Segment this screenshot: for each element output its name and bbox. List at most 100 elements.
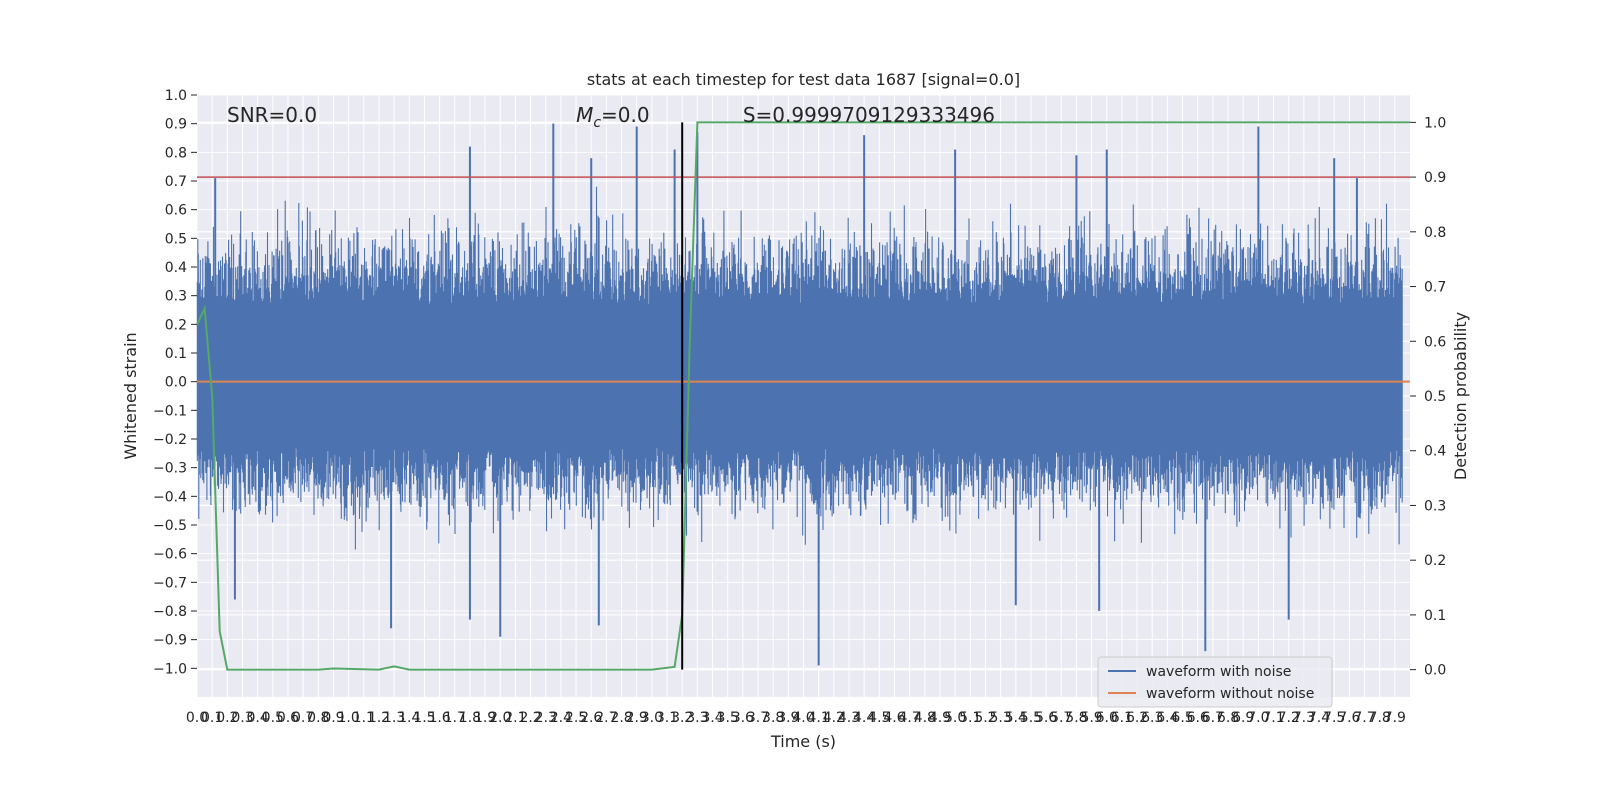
- mc-symbol: M: [576, 103, 593, 127]
- x-tick-label: 3.6: [732, 710, 754, 726]
- x-tick-label: 3.9: [777, 710, 799, 726]
- x-tick-label: 2.0: [489, 710, 511, 726]
- y2-tick-label: 0.8: [1424, 225, 1446, 241]
- x-tick-label: 0.0: [186, 710, 208, 726]
- x-tick-label: 5.5: [1020, 710, 1042, 726]
- y-tick-label: −1.0: [153, 661, 187, 677]
- x-tick-label: 6.6: [1187, 710, 1209, 726]
- y-axis-ticks: −1.0 −0.9 −0.8 −0.7 −0.6 −0.5 −0.4 −0.3 −0.2 −0.1…: [153, 88, 197, 677]
- x-tick-label: 3.3: [686, 710, 708, 726]
- detection-probability-line: [196, 121, 1410, 671]
- x-tick-label: 6.3: [1141, 710, 1163, 726]
- y-tick-label: 0.3: [165, 289, 187, 305]
- y-tick-label: 0.6: [165, 203, 187, 219]
- x-tick-label: 7.5: [1323, 710, 1345, 726]
- y2-tick-label: 1.0: [1424, 115, 1446, 131]
- x-tick-label: 0.2: [216, 710, 238, 726]
- x-tick-label: 0.3: [231, 710, 253, 726]
- x-tick-label: 0.9: [322, 710, 344, 726]
- x-tick-label: 3.5: [717, 710, 739, 726]
- x-tick-label: 1.7: [444, 710, 466, 726]
- y2-tick-label: 0.5: [1424, 389, 1446, 405]
- x-tick-label: 1.6: [428, 710, 450, 726]
- chirp-mass-annotation: Mc=0.0: [576, 103, 650, 131]
- y-tick-label: 0.2: [165, 317, 187, 333]
- mc-subscript: c: [593, 115, 601, 131]
- y-tick-label: 0.9: [165, 117, 187, 133]
- x-tick-label: 1.5: [413, 710, 435, 726]
- mc-value: =0.0: [601, 103, 650, 127]
- x-tick-label: 6.4: [1156, 710, 1178, 726]
- x-tick-label: 6.5: [1171, 710, 1193, 726]
- x-tick-label: 0.4: [247, 710, 269, 726]
- x-tick-label: 2.4: [550, 710, 572, 726]
- y2-tick-label: 0.6: [1424, 334, 1446, 350]
- x-tick-label: 7.2: [1278, 710, 1300, 726]
- x-tick-label: 5.9: [1080, 710, 1102, 726]
- x-tick-label: 6.0: [1096, 710, 1118, 726]
- x-tick-label: 2.6: [580, 710, 602, 726]
- y-tick-label: −0.9: [153, 633, 187, 649]
- x-tick-label: 2.7: [595, 710, 617, 726]
- y-tick-label: −0.1: [153, 403, 187, 419]
- y2-tick-label: 0.4: [1424, 444, 1446, 460]
- x-tick-label: 6.8: [1217, 710, 1239, 726]
- x-tick-label: 2.8: [610, 710, 632, 726]
- y-tick-label: 0.1: [165, 346, 187, 362]
- x-tick-label: 4.5: [868, 710, 890, 726]
- x-tick-label: 7.8: [1369, 710, 1391, 726]
- legend: waveform with noise waveform without noi…: [1097, 656, 1333, 708]
- y-tick-label: 0.5: [165, 231, 187, 247]
- x-tick-label: 6.9: [1232, 710, 1254, 726]
- x-tick-label: 2.1: [504, 710, 526, 726]
- x-tick-label: 2.5: [565, 710, 587, 726]
- x-tick-label: 5.6: [1035, 710, 1057, 726]
- y2-tick-label: 0.0: [1424, 663, 1446, 679]
- y-tick-label: −0.6: [153, 547, 187, 563]
- x-tick-label: 1.0: [337, 710, 359, 726]
- x-tick-label: 4.2: [823, 710, 845, 726]
- legend-label-noisy: waveform with noise: [1146, 664, 1291, 680]
- x-tick-label: 5.0: [944, 710, 966, 726]
- x-tick-label: 3.2: [671, 710, 693, 726]
- y2-tick-label: 0.2: [1424, 553, 1446, 569]
- x-tick-label: 1.3: [383, 710, 405, 726]
- x-tick-label: 3.0: [641, 710, 663, 726]
- x-tick-label: 5.4: [1005, 710, 1027, 726]
- x-tick-label: 1.4: [398, 710, 420, 726]
- x-tick-label: 5.3: [989, 710, 1011, 726]
- y-tick-label: 1.0: [165, 88, 187, 104]
- noise-band: [196, 186, 1403, 550]
- x-tick-label: 5.2: [974, 710, 996, 726]
- x-tick-label: 4.8: [914, 710, 936, 726]
- x-tick-label: 5.8: [1065, 710, 1087, 726]
- x-tick-label: 4.3: [838, 710, 860, 726]
- x-axis-label: Time (s): [770, 732, 836, 751]
- score-annotation: S=0.9999709129333496: [743, 103, 995, 127]
- y2-tick-label: 0.3: [1424, 498, 1446, 514]
- x-tick-label: 0.1: [201, 710, 223, 726]
- y-tick-label: 0.4: [165, 260, 187, 276]
- y-axis-label: Whitened strain: [121, 332, 140, 459]
- x-tick-label: 7.4: [1308, 710, 1330, 726]
- x-tick-label: 1.1: [353, 710, 375, 726]
- x-tick-label: 2.9: [626, 710, 648, 726]
- y-tick-label: −0.3: [153, 461, 187, 477]
- x-tick-label: 4.1: [808, 710, 830, 726]
- x-tick-label: 4.6: [883, 710, 905, 726]
- y-tick-label: −0.7: [153, 575, 187, 591]
- x-tick-label: 6.2: [1126, 710, 1148, 726]
- x-tick-label: 7.3: [1293, 710, 1315, 726]
- x-axis-ticks: 0.00.10.20.30.40.50.60.70.80.91.01.11.21…: [186, 710, 1406, 726]
- x-tick-label: 1.2: [368, 710, 390, 726]
- x-tick-label: 5.7: [1050, 710, 1072, 726]
- x-tick-label: 4.7: [899, 710, 921, 726]
- y2-tick-label: 0.9: [1424, 170, 1446, 186]
- chart-title: stats at each timestep for test data 168…: [587, 70, 1020, 89]
- x-tick-label: 2.2: [519, 710, 541, 726]
- legend-label-clean: waveform without noise: [1146, 686, 1314, 702]
- y2-axis-label: Detection probability: [1451, 312, 1470, 480]
- x-tick-label: 4.0: [792, 710, 814, 726]
- x-tick-label: 0.8: [307, 710, 329, 726]
- y2-axis-ticks: 0.0 0.1 0.2 0.3 0.4 0.5 0.6 0.7 0.8 0.9 1.0: [1410, 115, 1446, 679]
